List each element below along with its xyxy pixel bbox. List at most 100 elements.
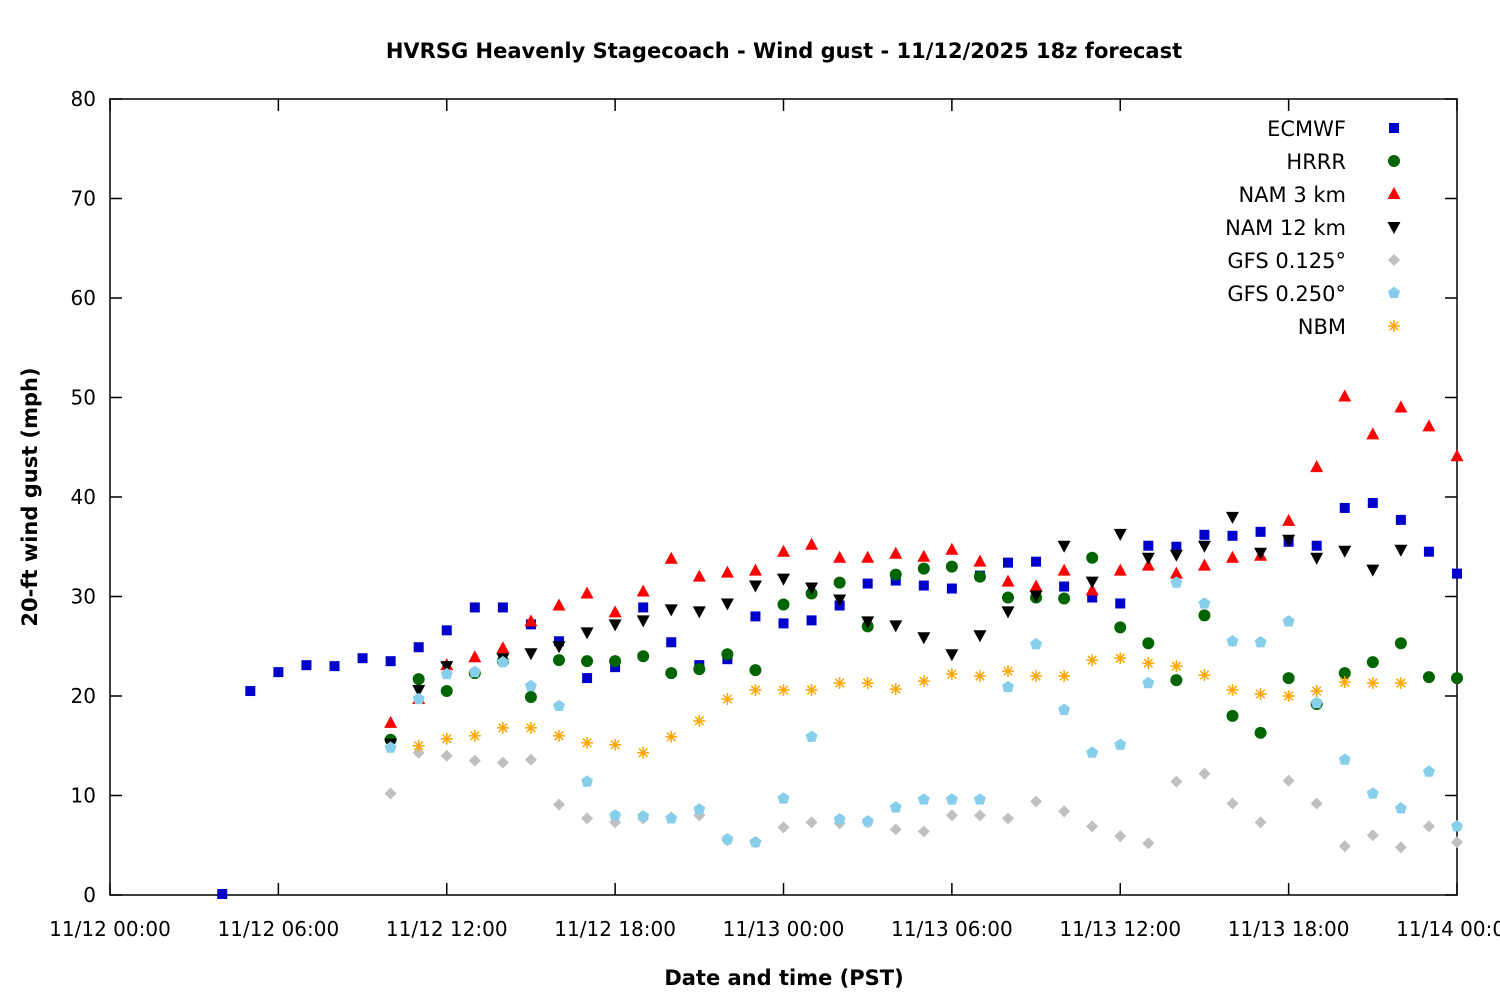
data-point-hrrr bbox=[777, 598, 790, 611]
data-point-hrrr bbox=[1338, 667, 1351, 680]
data-point-nam-3-km bbox=[720, 565, 734, 578]
data-point-nbm bbox=[1198, 669, 1211, 682]
y-tick-label: 50 bbox=[71, 386, 96, 410]
data-point-nam-3-km bbox=[833, 550, 847, 563]
data-point-gfs-0-250 bbox=[1422, 765, 1435, 777]
data-point-gfs-0-250 bbox=[384, 741, 397, 753]
data-point-gfs-0-250 bbox=[1310, 696, 1323, 709]
data-point-hrrr bbox=[693, 663, 706, 676]
data-point-gfs-0-250 bbox=[945, 793, 958, 805]
data-point-ecmwf bbox=[1255, 526, 1266, 537]
data-point-ecmwf bbox=[1395, 514, 1406, 525]
data-point-nam-3-km bbox=[748, 563, 762, 576]
y-tick-label: 30 bbox=[71, 585, 96, 609]
data-point-hrrr bbox=[665, 667, 678, 680]
data-point-gfs-0-125 bbox=[945, 809, 958, 822]
data-point-nam-12-km bbox=[524, 648, 538, 661]
x-tick-label: 11/13 12:00 bbox=[1059, 917, 1181, 941]
data-point-hrrr bbox=[1114, 621, 1127, 634]
data-point-gfs-0-250 bbox=[496, 655, 509, 668]
data-point-gfs-0-125 bbox=[1226, 797, 1239, 810]
data-point-ecmwf bbox=[806, 615, 817, 626]
data-point-nam-3-km bbox=[384, 715, 398, 728]
data-point-gfs-0-125 bbox=[1058, 805, 1071, 818]
data-point-gfs-0-250 bbox=[637, 810, 650, 822]
data-point-hrrr bbox=[749, 664, 762, 677]
data-point-ecmwf bbox=[273, 667, 284, 678]
x-tick-label: 11/13 00:00 bbox=[723, 917, 845, 941]
data-point-gfs-0-125 bbox=[1002, 812, 1014, 825]
data-point-hrrr bbox=[412, 673, 425, 686]
data-point-gfs-0-250 bbox=[1366, 787, 1379, 799]
data-point-ecmwf bbox=[1059, 581, 1070, 592]
data-point-gfs-0-125 bbox=[805, 816, 818, 829]
data-point-nbm bbox=[917, 675, 930, 688]
data-point-nam-12-km bbox=[440, 661, 454, 674]
data-point-nam-12-km bbox=[664, 604, 678, 617]
x-tick-label: 11/14 00:00 bbox=[1396, 917, 1500, 941]
legend-label-gfs-0-250: GFS 0.250° bbox=[1227, 282, 1346, 306]
data-point-nam-12-km bbox=[1197, 540, 1211, 553]
data-point-nam-3-km bbox=[496, 641, 510, 654]
data-point-gfs-0-250 bbox=[917, 793, 930, 805]
data-point-ecmwf bbox=[1115, 598, 1126, 609]
data-point-nam-12-km bbox=[1001, 606, 1015, 619]
data-point-nam-12-km bbox=[973, 630, 987, 643]
data-point-gfs-0-250 bbox=[665, 812, 678, 824]
data-point-gfs-0-250 bbox=[1086, 746, 1099, 758]
data-point-nbm bbox=[468, 729, 481, 742]
legend-marker-hrrr bbox=[1388, 155, 1400, 167]
data-point-nam-3-km bbox=[1338, 389, 1352, 402]
data-point-gfs-0-125 bbox=[496, 756, 509, 769]
data-point-nbm bbox=[637, 746, 650, 759]
data-point-nbm bbox=[665, 730, 678, 743]
data-point-gfs-0-125 bbox=[1114, 830, 1127, 843]
data-point-hrrr bbox=[553, 654, 565, 667]
data-point-nbm bbox=[1058, 670, 1071, 683]
data-point-nam-12-km bbox=[720, 598, 734, 611]
legend-label-ecmwf: ECMWF bbox=[1267, 117, 1346, 141]
data-point-nam-3-km bbox=[1366, 427, 1380, 440]
legend-marker-nbm bbox=[1388, 320, 1400, 332]
data-point-gfs-0-125 bbox=[889, 823, 902, 836]
legend-label-nam-12-km: NAM 12 km bbox=[1225, 216, 1346, 240]
data-point-nam-12-km bbox=[1029, 590, 1043, 603]
data-point-hrrr bbox=[1002, 591, 1014, 604]
data-point-gfs-0-250 bbox=[693, 803, 706, 815]
legend-marker-nam-3-km bbox=[1387, 187, 1401, 199]
data-point-nbm bbox=[1254, 688, 1267, 701]
data-point-nbm bbox=[1282, 690, 1295, 702]
data-point-gfs-0-250 bbox=[973, 793, 986, 805]
data-point-gfs-0-250 bbox=[468, 665, 481, 678]
data-point-nam-3-km bbox=[692, 569, 706, 582]
data-point-gfs-0-125 bbox=[553, 798, 565, 811]
data-point-nbm bbox=[412, 739, 425, 752]
x-tick-label: 11/12 12:00 bbox=[386, 917, 508, 941]
data-point-nam-3-km bbox=[917, 549, 931, 562]
data-point-hrrr bbox=[524, 690, 537, 703]
data-point-gfs-0-125 bbox=[1254, 816, 1267, 829]
legend-label-nam-3-km: NAM 3 km bbox=[1238, 183, 1346, 207]
data-point-hrrr bbox=[609, 655, 622, 668]
data-point-nam-12-km bbox=[636, 615, 650, 628]
legend-marker-nam-12-km bbox=[1387, 222, 1401, 234]
data-point-gfs-0-250 bbox=[440, 667, 453, 680]
data-point-gfs-0-250 bbox=[1394, 802, 1407, 814]
data-point-ecmwf bbox=[778, 618, 789, 629]
data-point-hrrr bbox=[1451, 672, 1463, 685]
data-point-ecmwf bbox=[1339, 502, 1350, 513]
data-point-gfs-0-125 bbox=[468, 754, 481, 767]
data-point-nam-12-km bbox=[805, 582, 819, 595]
data-point-gfs-0-250 bbox=[412, 692, 425, 705]
y-axis-label: 20-ft wind gust (mph) bbox=[18, 367, 42, 626]
data-point-gfs-0-250 bbox=[1451, 820, 1463, 832]
data-point-nam-12-km bbox=[1394, 544, 1408, 557]
data-point-gfs-0-250 bbox=[609, 809, 622, 821]
data-point-gfs-0-250 bbox=[889, 801, 902, 813]
data-point-nbm bbox=[1394, 677, 1407, 690]
data-point-gfs-0-250 bbox=[1198, 597, 1211, 609]
data-point-nbm bbox=[721, 692, 734, 705]
data-point-gfs-0-250 bbox=[777, 792, 790, 804]
data-point-nam-12-km bbox=[412, 685, 426, 698]
